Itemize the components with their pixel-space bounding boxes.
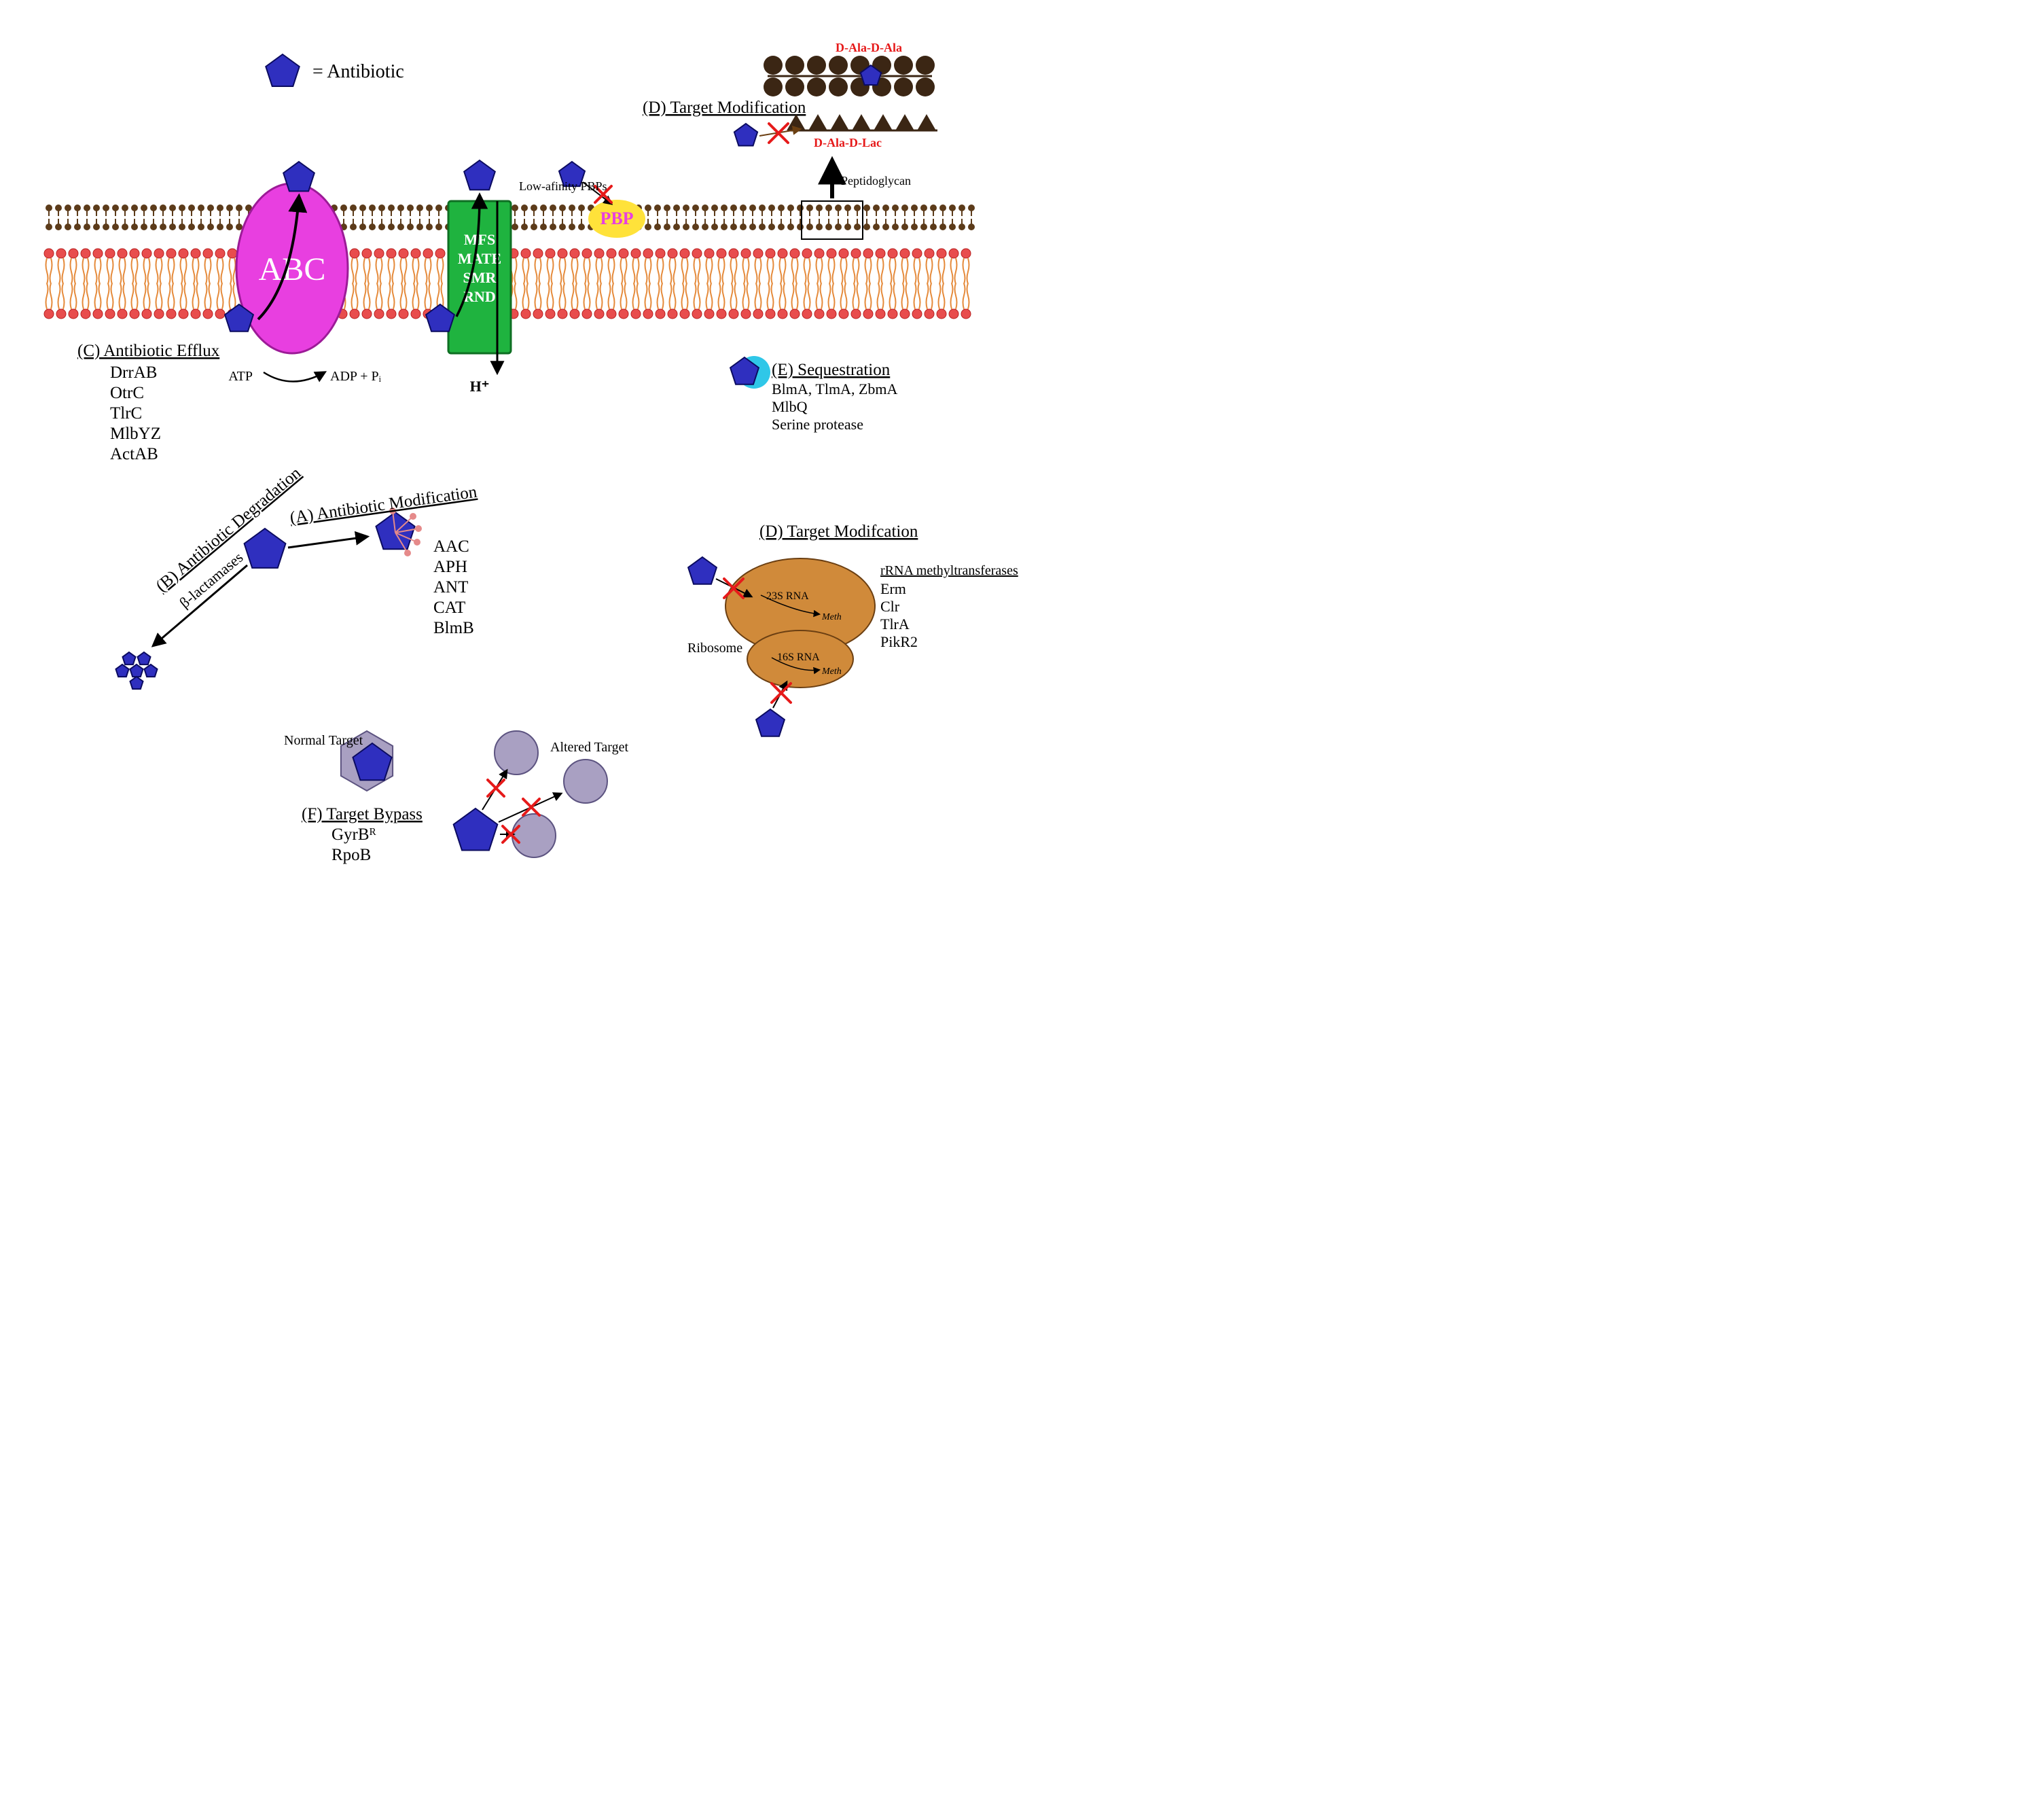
ribosome-label: Ribosome: [687, 641, 742, 656]
section-c-item-4: ActAB: [110, 445, 158, 463]
section-a-item-0: AAC: [433, 537, 469, 556]
section-d2-item-1: Clr: [880, 598, 900, 615]
section-a-item-3: CAT: [433, 599, 465, 617]
green-line-0: MFS: [464, 231, 495, 248]
section-d2-item-3: PikR2: [880, 633, 918, 650]
d-ala-d-lac: D-Ala-D-Lac: [814, 136, 882, 149]
section-c-item-1: OtrC: [110, 384, 144, 402]
d-ala-d-ala: D-Ala-D-Ala: [836, 41, 902, 54]
section-a-item-2: ANT: [433, 578, 468, 597]
section-d2-item-0: Erm: [880, 580, 906, 597]
diagram-canvas: ABCATPADP + PᵢMFSMATESMRRNDH⁺PBPLow-afin…: [0, 0, 1022, 908]
atp-label: ATP: [228, 369, 253, 384]
section-e-item-0: BlmA, TlmA, ZbmA: [772, 380, 897, 397]
pbp-label: PBP: [600, 209, 633, 228]
abc-label: ABC: [259, 251, 326, 287]
normal-target-label: Normal Target: [284, 733, 363, 748]
section-e-title: (E) Sequestration: [772, 361, 891, 379]
svg-text:Meth: Meth: [821, 612, 842, 622]
section-d2-title: (D) Target Modifcation: [759, 522, 918, 541]
peptidoglycan-label: Peptidoglycan: [841, 174, 911, 188]
rna16: 16S RNA: [777, 652, 820, 663]
svg-text:Meth: Meth: [821, 666, 842, 677]
section-f-title: (F) Target Bypass: [302, 805, 423, 823]
section-a-item-1: APH: [433, 558, 467, 576]
section-d2-subtitle: rRNA methyltransferases: [880, 563, 1018, 578]
section-d1-title: (D) Target Modification: [643, 99, 806, 117]
section-d2-item-2: TlrA: [880, 616, 910, 633]
low-affinity-label: Low-afinity PBPs: [519, 179, 607, 193]
section-c-title: (C) Antibiotic Efflux: [77, 342, 220, 360]
section-a-item-4: BlmB: [433, 619, 474, 637]
legend-text: = Antibiotic: [312, 61, 404, 82]
section-f-item-0: GyrBᴿ: [331, 825, 377, 844]
section-c-item-3: MlbYZ: [110, 425, 161, 443]
green-line-1: MATE: [458, 250, 501, 267]
section-e-item-2: Serine protease: [772, 416, 863, 433]
section-f-item-1: RpoB: [331, 846, 371, 864]
section-e-item-1: MlbQ: [772, 398, 808, 415]
altered-target-label: Altered Target: [550, 740, 628, 755]
diagram-svg: ABCATPADP + PᵢMFSMATESMRRNDH⁺PBPLow-afin…: [0, 0, 1022, 908]
section-c-item-0: DrrAB: [110, 363, 157, 382]
legend-pentagon: [266, 54, 299, 86]
h-plus: H⁺: [470, 378, 490, 395]
section-c-item-2: TlrC: [110, 404, 142, 423]
adp-label: ADP + Pᵢ: [330, 369, 382, 384]
